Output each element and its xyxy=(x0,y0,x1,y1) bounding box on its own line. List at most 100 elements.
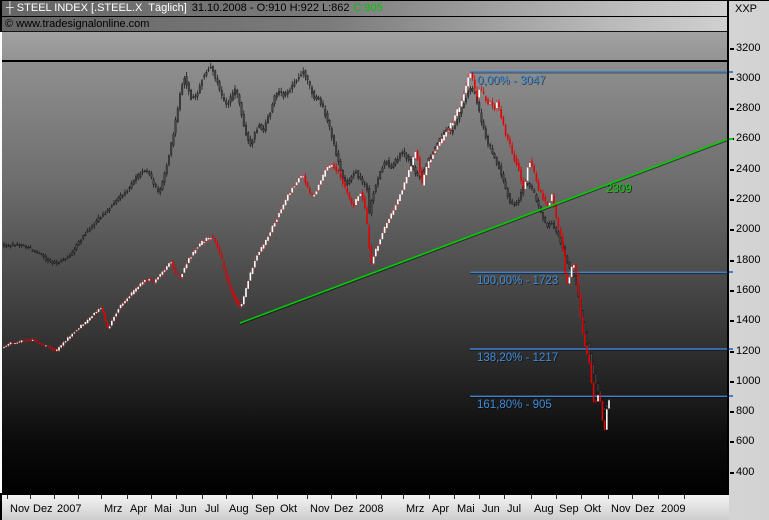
x-tick xyxy=(531,495,532,499)
y-tick xyxy=(730,199,734,202)
plot-top-border xyxy=(2,60,729,62)
x-tick-label: Jun xyxy=(179,503,197,515)
x-tick xyxy=(252,495,253,499)
x-tick xyxy=(429,495,430,499)
plot-top-margin xyxy=(2,32,727,60)
y-tick xyxy=(730,320,734,323)
x-tick xyxy=(684,495,685,499)
x-tick-label: Apr xyxy=(432,503,450,515)
y-tick-label: 3000 xyxy=(736,71,761,84)
fib-level-label[interactable]: 100,00% - 1723 xyxy=(477,275,559,288)
y-tick-label: 600 xyxy=(736,435,755,448)
fib-level-label[interactable]: 0,00% - 3047 xyxy=(477,74,546,87)
x-tick xyxy=(632,495,633,499)
x-tick xyxy=(54,495,55,499)
x-tick xyxy=(7,495,8,499)
y-tick-label: 1400 xyxy=(736,314,761,327)
x-tick-label: Jul xyxy=(205,503,220,515)
x-axis[interactable] xyxy=(0,495,729,520)
x-tick-label: Jun xyxy=(482,503,500,515)
x-tick-label: Mai xyxy=(154,503,172,515)
y-tick-label: 1200 xyxy=(736,344,761,357)
x-tick xyxy=(151,495,152,499)
x-tick-label: Apr xyxy=(130,503,148,515)
x-tick xyxy=(479,495,480,499)
x-tick-label: Mrz xyxy=(104,503,123,515)
y-tick xyxy=(730,168,734,171)
fib-level-label[interactable]: 138,20% - 1217 xyxy=(477,351,559,364)
y-tick xyxy=(730,350,734,353)
plot-bottom-border xyxy=(0,493,729,495)
x-tick-label: Sep xyxy=(255,503,275,515)
x-tick xyxy=(176,495,177,499)
x-tick-label: Dez xyxy=(33,503,53,515)
y-tick xyxy=(730,108,734,111)
trendline-label[interactable]: 2309 xyxy=(606,183,632,195)
price-chart-area[interactable] xyxy=(2,62,727,493)
x-tick-label: Nov xyxy=(310,503,330,515)
x-tick xyxy=(608,495,609,499)
copyright-row: © www.tradesignalonline.com xyxy=(2,17,727,31)
axis-edge-marker xyxy=(729,70,733,73)
axis-edge-marker xyxy=(729,138,733,141)
y-tick-label: 2000 xyxy=(736,223,761,236)
instrument-title: STEEL INDEX [.STEEL.X Täglich] xyxy=(16,2,187,14)
x-tick xyxy=(78,495,79,499)
y-tick xyxy=(730,229,734,232)
x-tick xyxy=(556,495,557,499)
title-row: ┼ STEEL INDEX [.STEEL.X Täglich] 31.10.2… xyxy=(2,1,727,17)
x-tick xyxy=(202,495,203,499)
y-tick-label: 1800 xyxy=(736,253,761,266)
x-tick-label: 2007 xyxy=(57,503,82,515)
x-tick-label: Dez xyxy=(334,503,354,515)
x-tick xyxy=(504,495,505,499)
y-tick xyxy=(730,380,734,383)
axis-edge-marker xyxy=(729,271,733,274)
x-tick xyxy=(101,495,102,499)
x-tick xyxy=(356,495,357,499)
y-tick xyxy=(730,471,734,474)
y-tick xyxy=(730,259,734,262)
y-tick-label: 1000 xyxy=(736,374,761,387)
x-tick-label: Mai xyxy=(457,503,475,515)
axis-edge-marker xyxy=(729,395,733,398)
y-tick-label: 2600 xyxy=(736,132,761,145)
y-tick-label: 400 xyxy=(736,465,755,478)
fib-level-label[interactable]: 161,80% - 905 xyxy=(477,399,552,412)
x-tick-label: Aug xyxy=(229,503,249,515)
y-tick-label: 1600 xyxy=(736,283,761,296)
y-tick xyxy=(730,441,734,444)
x-tick-label: Dez xyxy=(635,503,655,515)
x-tick xyxy=(658,495,659,499)
x-tick xyxy=(30,495,31,499)
x-tick-label: Okt xyxy=(280,503,298,515)
x-tick xyxy=(331,495,332,499)
y-tick xyxy=(730,47,734,50)
y-axis-border xyxy=(727,0,729,495)
ohlc-readout: 31.10.2008 - O:910 H:922 L:862 xyxy=(191,2,350,14)
x-tick-label: Nov xyxy=(10,503,30,515)
x-tick xyxy=(307,495,308,499)
x-tick-label: Okt xyxy=(584,503,602,515)
chart-cursor-icon: ┼ xyxy=(6,2,14,14)
y-tick xyxy=(730,411,734,414)
y-tick-label: 2200 xyxy=(736,193,761,206)
axis-edge-marker xyxy=(729,347,733,350)
title-box: ┼ STEEL INDEX [.STEEL.X Täglich] 31.10.2… xyxy=(0,0,727,32)
close-readout: C:905 xyxy=(353,2,383,14)
y-tick-label: 2400 xyxy=(736,162,761,175)
x-tick-label: Sep xyxy=(559,503,579,515)
x-tick xyxy=(403,495,404,499)
x-tick-label: Mrz xyxy=(406,503,425,515)
x-tick xyxy=(127,495,128,499)
copyright-text: © www.tradesignalonline.com xyxy=(5,18,150,30)
window-top-border xyxy=(0,0,769,1)
y-axis-symbol: XXP xyxy=(735,3,758,15)
y-tick xyxy=(730,77,734,80)
x-tick-label: 2008 xyxy=(359,503,384,515)
x-tick-label: Nov xyxy=(611,503,631,515)
x-tick-label: 2009 xyxy=(661,503,686,515)
y-tick-label: 3200 xyxy=(736,41,761,54)
x-tick xyxy=(581,495,582,499)
x-tick-label: Aug xyxy=(534,503,554,515)
